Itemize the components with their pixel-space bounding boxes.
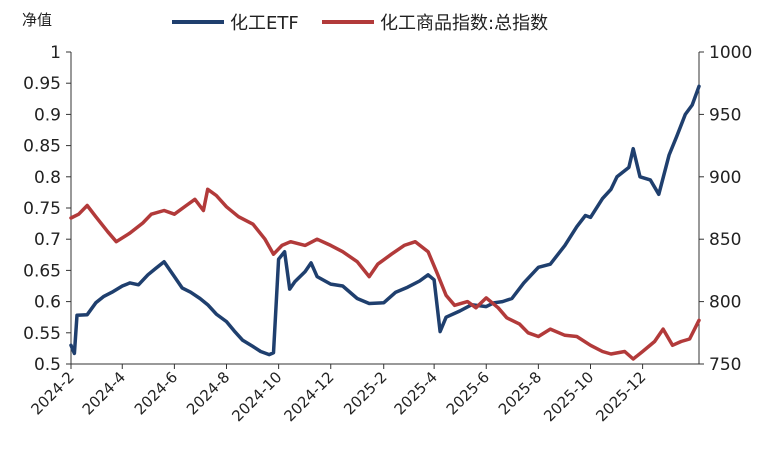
left-tick-label: 0.9 [34,105,61,125]
left-tick-label: 0.65 [23,261,61,281]
right-tick-label: 1000 [709,43,752,63]
x-tick-label: 2025-8 [495,368,545,418]
legend-label-index: 化工商品指数:总指数 [380,13,548,34]
left-tick-label: 0.55 [23,324,61,344]
x-tick-label: 2024-6 [131,368,181,418]
left-tick-label: 0.7 [34,230,61,250]
x-tick-label: 2024-12 [281,368,338,425]
left-tick-label: 0.95 [23,74,61,94]
left-tick-group: 0.5 0.55 0.6 0.65 0.7 0.75 0.8 0.85 0.9 0.95 1 [23,43,71,375]
series-group [69,84,701,361]
left-tick-label: 0.85 [23,137,61,157]
x-tick-label: 2025-12 [592,368,649,425]
right-tick-label: 800 [709,293,741,313]
x-tick-label: 2025-10 [540,368,597,425]
legend: 化工ETF 化工商品指数:总指数 [172,13,548,34]
x-tick-label: 2025-2 [340,368,390,418]
right-tick-label: 850 [709,230,741,250]
x-tick-label: 2025-4 [391,368,441,418]
x-tick-label: 2024-10 [228,368,285,425]
right-tick-group: 750 800 850 900 950 1000 [699,43,752,375]
axes [70,52,700,365]
x-tick-label: 2024-8 [183,368,233,418]
legend-label-etf: 化工ETF [230,13,299,34]
left-tick-label: 0.75 [23,199,61,219]
series-line-etf [69,84,701,357]
x-tick-label: 2025-6 [443,368,493,418]
right-tick-label: 900 [709,168,741,188]
left-tick-label: 0.5 [34,355,61,375]
x-tick-label: 2024-4 [79,368,129,418]
left-tick-label: 0.8 [34,168,61,188]
x-tick-label: 2024-2 [28,368,78,418]
right-tick-label: 750 [709,355,741,375]
series-line-index [69,187,701,361]
y-axis-unit-label: 净值 [22,11,52,29]
left-tick-label: 0.6 [34,293,61,313]
left-tick-label: 1 [50,43,61,63]
right-tick-label: 950 [709,105,741,125]
